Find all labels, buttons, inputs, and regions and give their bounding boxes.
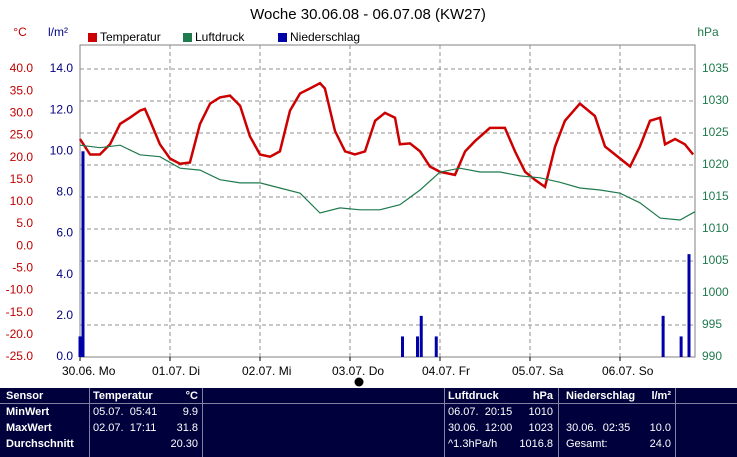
table-cell: 20.30 — [170, 438, 198, 450]
column-separator — [89, 388, 90, 457]
y2-tick-label: 1010 — [702, 221, 729, 235]
column-separator — [202, 388, 203, 457]
column-separator — [444, 388, 445, 457]
bar — [81, 151, 85, 357]
table-cell: 31.8 — [176, 422, 198, 434]
x-tick-label: 05.07. Sa — [512, 364, 564, 378]
y3-tick-label: 8.0 — [56, 185, 73, 199]
y-tick-label: 10.0 — [10, 194, 34, 208]
bar — [401, 336, 404, 357]
table-cell: Luftdruck — [448, 390, 499, 402]
y-tick-label: -25.0 — [6, 349, 34, 363]
table-cell: 24.0 — [649, 438, 671, 450]
table-cell: 10.0 — [649, 422, 671, 434]
bar — [434, 336, 438, 357]
table-cell: 30.06. 12:00 — [448, 422, 513, 434]
bar — [661, 315, 665, 357]
x-tick-label: 01.07. Di — [152, 364, 200, 378]
column-separator — [675, 388, 676, 457]
y2-tick-label: 1000 — [702, 285, 729, 299]
y-axis-unit: °C — [13, 25, 27, 39]
y3-tick-label: 10.0 — [50, 143, 74, 157]
table-cell: Niederschlag — [566, 390, 636, 402]
table-cell: l/m² — [651, 390, 671, 402]
y-tick-label: -15.0 — [6, 305, 34, 319]
table-cell: Sensor — [6, 390, 44, 402]
table-cell: Temperatur — [93, 390, 153, 402]
x-tick-label: 02.07. Mi — [242, 364, 291, 378]
y2-tick-label: 1020 — [702, 157, 729, 171]
y-tick-label: 40.0 — [10, 61, 34, 75]
legend-swatch — [278, 33, 287, 42]
chart: Woche 30.06.08 - 06.07.08 (KW27) °C l/m²… — [6, 6, 729, 387]
position-marker — [354, 377, 364, 387]
y3-tick-label: 12.0 — [50, 102, 74, 116]
y-tick-label: 35.0 — [10, 83, 34, 97]
y2-tick-label: 1005 — [702, 253, 729, 267]
table-cell: 02.07. 17:11 — [93, 422, 157, 434]
y3-tick-label: 6.0 — [56, 226, 73, 240]
bar — [679, 336, 683, 357]
legend-label: Niederschlag — [290, 30, 360, 44]
table-cell: °C — [185, 390, 198, 402]
series-line — [78, 81, 695, 189]
y2-tick-label: 995 — [702, 317, 722, 331]
table-cell: 05.07. 05:41 — [93, 406, 158, 418]
y-tick-label: -10.0 — [6, 283, 34, 297]
y-tick-label: 5.0 — [16, 216, 33, 230]
header-rule — [0, 403, 737, 404]
y2-axis-unit: hPa — [697, 25, 719, 39]
legend-swatch — [183, 33, 192, 42]
y-tick-label: -20.0 — [6, 327, 34, 341]
chart-title: Woche 30.06.08 - 06.07.08 (KW27) — [250, 6, 486, 23]
x-tick-label: 30.06. Mo — [62, 364, 116, 378]
y3-tick-label: 4.0 — [56, 267, 73, 281]
y-tick-label: 0.0 — [16, 238, 33, 252]
y3-tick-label: 0.0 — [56, 349, 73, 363]
y3-tick-label: 14.0 — [50, 61, 74, 75]
series-line — [79, 144, 696, 221]
y-tick-label: 20.0 — [10, 150, 34, 164]
y3-axis-unit: l/m² — [48, 25, 68, 39]
y2-tick-label: 1015 — [702, 189, 729, 203]
table-cell: MinWert — [6, 406, 50, 418]
legend-swatch — [88, 33, 97, 42]
table-cell: 9.9 — [182, 406, 198, 418]
y-tick-label: 25.0 — [10, 128, 34, 142]
bar — [78, 336, 82, 357]
y-tick-label: 15.0 — [10, 172, 34, 186]
legend-label: Temperatur — [100, 30, 161, 44]
bar — [416, 336, 419, 357]
table-cell: 1016.8 — [519, 438, 553, 450]
plot-frame — [79, 44, 696, 358]
table-cell: 1010 — [528, 406, 553, 418]
x-tick-label: 04.07. Fr — [422, 364, 470, 378]
table-cell: Durchschnitt — [6, 438, 74, 450]
y-tick-label: -5.0 — [12, 261, 33, 275]
bar — [687, 254, 691, 357]
table-cell: 06.07. 20:15 — [448, 406, 513, 418]
table-cell: MaxWert — [6, 422, 52, 434]
table-cell: ^1.3hPa/h — [448, 438, 498, 450]
y-tick-label: 30.0 — [10, 105, 34, 119]
table-cell: 1023 — [528, 422, 553, 434]
y2-tick-label: 1035 — [702, 61, 729, 75]
y2-tick-label: 990 — [702, 349, 722, 363]
table-cell: 30.06. 02:35 — [566, 422, 631, 434]
y3-tick-label: 2.0 — [56, 308, 73, 322]
x-tick-label: 03.07. Do — [332, 364, 384, 378]
bar — [419, 315, 423, 357]
column-separator — [558, 388, 559, 457]
table-cell: hPa — [532, 390, 553, 402]
table-cell: Gesamt: — [566, 438, 608, 450]
y2-tick-label: 1025 — [702, 125, 729, 139]
y2-tick-label: 1030 — [702, 93, 729, 107]
x-tick-label: 06.07. So — [602, 364, 654, 378]
legend-label: Luftdruck — [195, 30, 245, 44]
summary-table: Sensor Temperatur °C Luftdruck hPa Niederschl… — [0, 388, 737, 457]
